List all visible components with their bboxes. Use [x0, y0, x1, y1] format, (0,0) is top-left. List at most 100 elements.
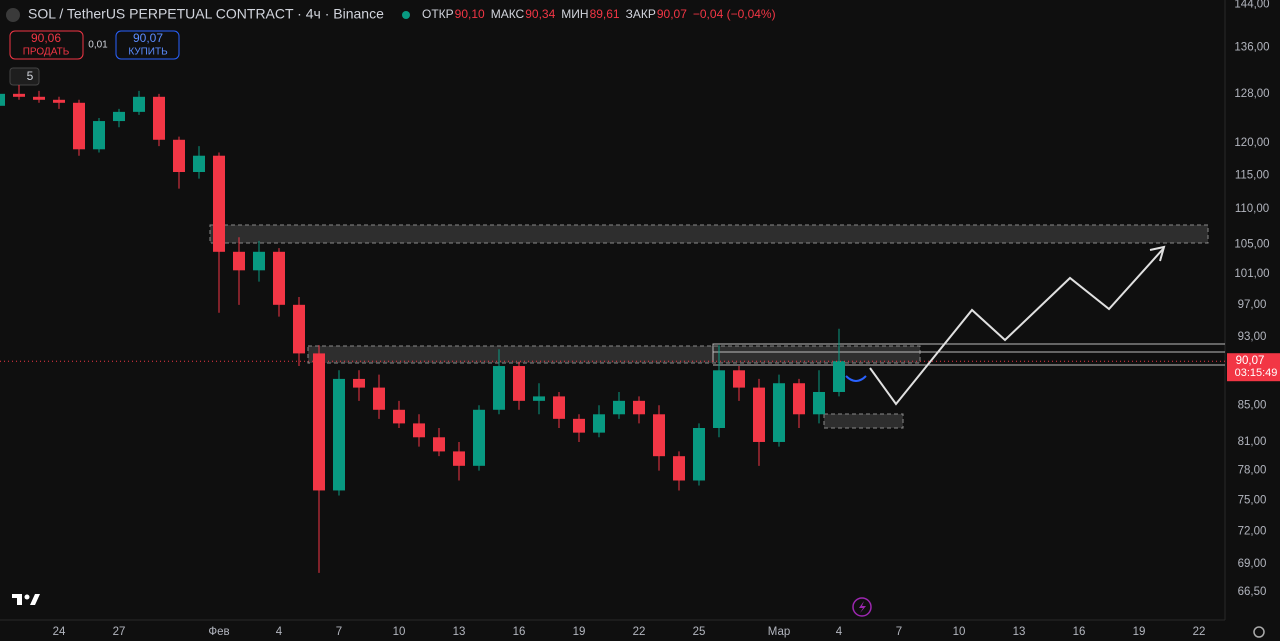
projection-arrowhead — [1149, 245, 1166, 262]
y-tick-label: 93,00 — [1238, 331, 1267, 343]
candle-body — [33, 96, 45, 100]
y-tick-label: 72,00 — [1238, 526, 1267, 538]
ohlc-value: 89,61 — [590, 7, 620, 21]
candle-body — [13, 93, 25, 97]
ohlc-label: МАКС — [491, 7, 525, 21]
y-tick-label: 75,00 — [1238, 495, 1267, 507]
x-tick-label: 25 — [693, 626, 706, 638]
candle-body — [453, 451, 465, 466]
x-tick-label: 22 — [633, 626, 646, 638]
candle-body — [673, 456, 685, 481]
settings-icon[interactable] — [1253, 626, 1265, 638]
candle-body — [653, 414, 665, 457]
candle-body — [793, 383, 805, 415]
candle-body — [813, 391, 825, 415]
candle-body — [53, 99, 65, 103]
candle-body — [373, 387, 385, 410]
zone-rect[interactable] — [307, 345, 921, 364]
tv-logo — [12, 594, 40, 605]
y-tick-label: 85,00 — [1238, 399, 1267, 411]
ohlc-label: ОТКР — [422, 7, 454, 21]
change: −0,04 (−0,04%) — [693, 7, 776, 21]
marker-arc — [845, 375, 867, 382]
zone-rect[interactable] — [209, 224, 1209, 244]
price-tag — [1227, 353, 1280, 382]
candle-body — [473, 409, 485, 466]
y-tick-label: 66,50 — [1238, 586, 1267, 598]
candle-body — [433, 437, 445, 452]
x-tick-label: 16 — [513, 626, 526, 638]
candle-body — [573, 418, 585, 433]
candle-body — [833, 361, 845, 392]
alert-icon[interactable] — [852, 597, 872, 617]
candle-body — [333, 378, 345, 491]
indicator-count: 5 — [27, 69, 34, 83]
x-tick-label: 24 — [53, 626, 66, 638]
zone-rect[interactable] — [823, 413, 904, 429]
candle-body — [413, 423, 425, 438]
x-tick-label: 4 — [276, 626, 283, 638]
x-tick-label: 27 — [113, 626, 126, 638]
x-tick-label: Фев — [208, 626, 229, 638]
candle-body — [173, 139, 185, 173]
candle-body — [513, 366, 525, 401]
countdown: 03:15:49 — [1235, 367, 1278, 379]
projection-path[interactable] — [869, 248, 1164, 406]
sell-price: 90,06 — [31, 31, 61, 45]
x-tick-label: 22 — [1193, 626, 1206, 638]
candle-body — [693, 428, 705, 481]
buy-label: КУПИТЬ — [128, 47, 168, 58]
candle-body — [73, 102, 85, 150]
indicators-toggle[interactable] — [9, 67, 40, 86]
candle-body — [0, 93, 5, 106]
sell-button[interactable] — [9, 30, 84, 60]
level-line[interactable] — [712, 343, 1225, 362]
x-tick-label: Мар — [768, 626, 791, 638]
candle-body — [553, 396, 565, 419]
x-tick-label: 13 — [453, 626, 466, 638]
y-tick-label: 128,00 — [1234, 88, 1269, 100]
y-tick-label: 81,00 — [1238, 436, 1267, 448]
ohlc-value: 90,07 — [657, 7, 687, 21]
ohlc-label: ЗАКР — [626, 7, 656, 21]
candle-body — [273, 251, 285, 305]
candle-body — [153, 96, 165, 140]
x-tick-label: 19 — [1133, 626, 1146, 638]
candle-body — [613, 400, 625, 415]
buy-price: 90,07 — [133, 31, 163, 45]
sell-label: ПРОДАТЬ — [23, 47, 70, 58]
candle-body — [753, 387, 765, 442]
candle-body — [113, 111, 125, 122]
candle-body — [493, 366, 505, 410]
ohlc-label: МИН — [561, 7, 588, 21]
candle-body — [293, 304, 305, 354]
candle-body — [213, 155, 225, 252]
x-tick-label: 13 — [1013, 626, 1026, 638]
candle-body — [593, 414, 605, 433]
x-tick-label: 19 — [573, 626, 586, 638]
y-tick-label: 115,00 — [1235, 169, 1269, 181]
y-tick-label: 105,00 — [1234, 239, 1269, 251]
candle-body — [393, 409, 405, 424]
price-tag-label: 90,07 — [1236, 355, 1265, 367]
spread: 0,01 — [88, 40, 108, 51]
candle-body — [233, 251, 245, 271]
candle-body — [713, 370, 725, 429]
x-tick-label: 16 — [1073, 626, 1086, 638]
candle-body — [533, 396, 545, 401]
buy-button[interactable] — [115, 30, 180, 60]
ohlc-value: 90,34 — [525, 7, 555, 21]
y-tick-label: 136,00 — [1234, 42, 1269, 54]
y-tick-label: 101,00 — [1234, 268, 1269, 280]
candle-body — [733, 370, 745, 388]
ohlc-value: 90,10 — [455, 7, 485, 21]
candle-body — [773, 383, 785, 442]
x-tick-label: 10 — [953, 626, 966, 638]
x-tick-label: 10 — [393, 626, 406, 638]
candle-body — [633, 400, 645, 415]
candle-body — [253, 251, 265, 271]
alert-bolt — [859, 601, 866, 613]
y-tick-label: 144,00 — [1234, 0, 1269, 10]
